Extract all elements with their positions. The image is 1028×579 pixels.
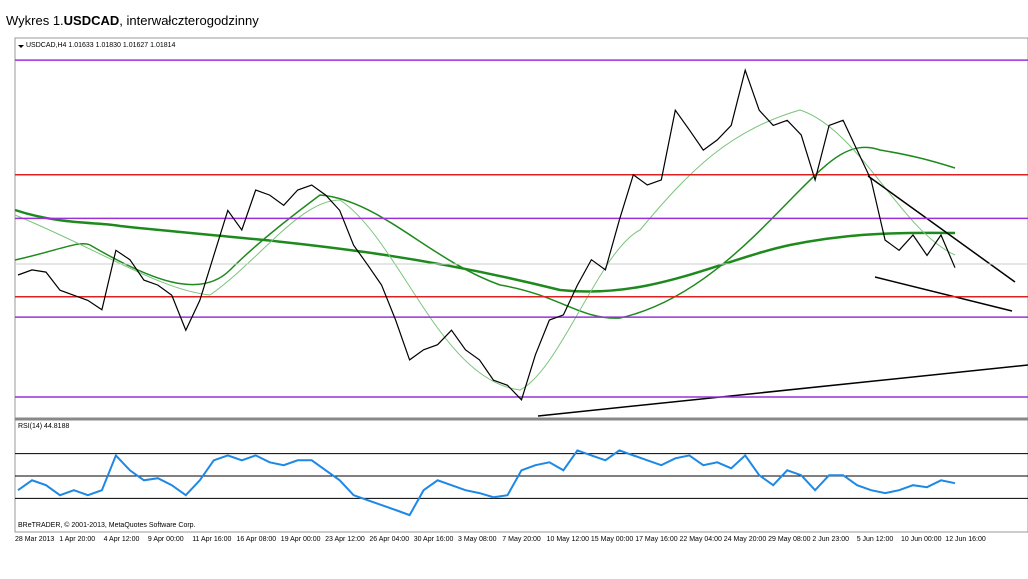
x-tick-label: 29 May 08:00 (768, 536, 811, 543)
copyright: BReTRADER, © 2001-2013, MetaQuotes Softw… (18, 521, 196, 529)
panel-header: RSI(14) 44.8188 (18, 423, 69, 430)
x-tick-label: 19 Apr 00:00 (281, 536, 321, 543)
x-tick-label: 15 May 00:00 (591, 536, 634, 543)
x-tick-label: 9 Apr 00:00 (148, 536, 184, 543)
x-tick-label: 7 May 20:00 (502, 536, 541, 543)
menu-arrow (18, 45, 24, 48)
title-suffix: , interwałczterogodzinny (119, 13, 259, 28)
x-tick-label: 28 Mar 2013 (15, 536, 54, 543)
moving-average-mid (14, 146, 956, 319)
x-tick-label: 24 May 20:00 (724, 536, 767, 543)
x-tick-label: 10 Jun 00:00 (901, 536, 942, 543)
x-tick-label: 5 Jun 12:00 (857, 536, 894, 543)
x-tick-label: 12 Jun 16:00 (945, 536, 986, 543)
x-tick-label: 3 May 08:00 (458, 536, 497, 543)
x-tick-label: 11 Apr 16:00 (192, 536, 231, 543)
trend-line (867, 175, 1016, 283)
x-tick-label: 22 May 04:00 (680, 536, 723, 543)
panel-header: USDCAD,H4 1.01633 1.01830 1.01627 1.0181… (26, 42, 176, 49)
title: Wykres 1.USDCAD, interwałczterogodzinny (6, 13, 259, 28)
x-tick-label: 16 Apr 08:00 (237, 536, 277, 543)
title-bold: USDCAD (64, 13, 120, 28)
trend-line (537, 364, 1028, 417)
x-tick-label: 1 Apr 20:00 (59, 536, 95, 543)
moving-average-slow (14, 208, 956, 293)
frame (14, 37, 1028, 533)
x-tick-label: 23 Apr 12:00 (325, 536, 365, 543)
x-tick-label: 26 Apr 04:00 (369, 536, 409, 543)
x-tick-label: 2 Jun 23:00 (812, 536, 849, 543)
x-tick-label: 30 Apr 16:00 (414, 536, 454, 543)
x-tick-label: 10 May 12:00 (547, 536, 590, 543)
series-line (17, 449, 956, 517)
x-tick-label: 4 Apr 12:00 (104, 536, 140, 543)
moving-average-fast (14, 109, 956, 391)
trend-line (874, 276, 1013, 312)
series-line (17, 68, 956, 401)
title-prefix: Wykres 1. (6, 13, 64, 28)
x-tick-label: 17 May 16:00 (635, 536, 678, 543)
